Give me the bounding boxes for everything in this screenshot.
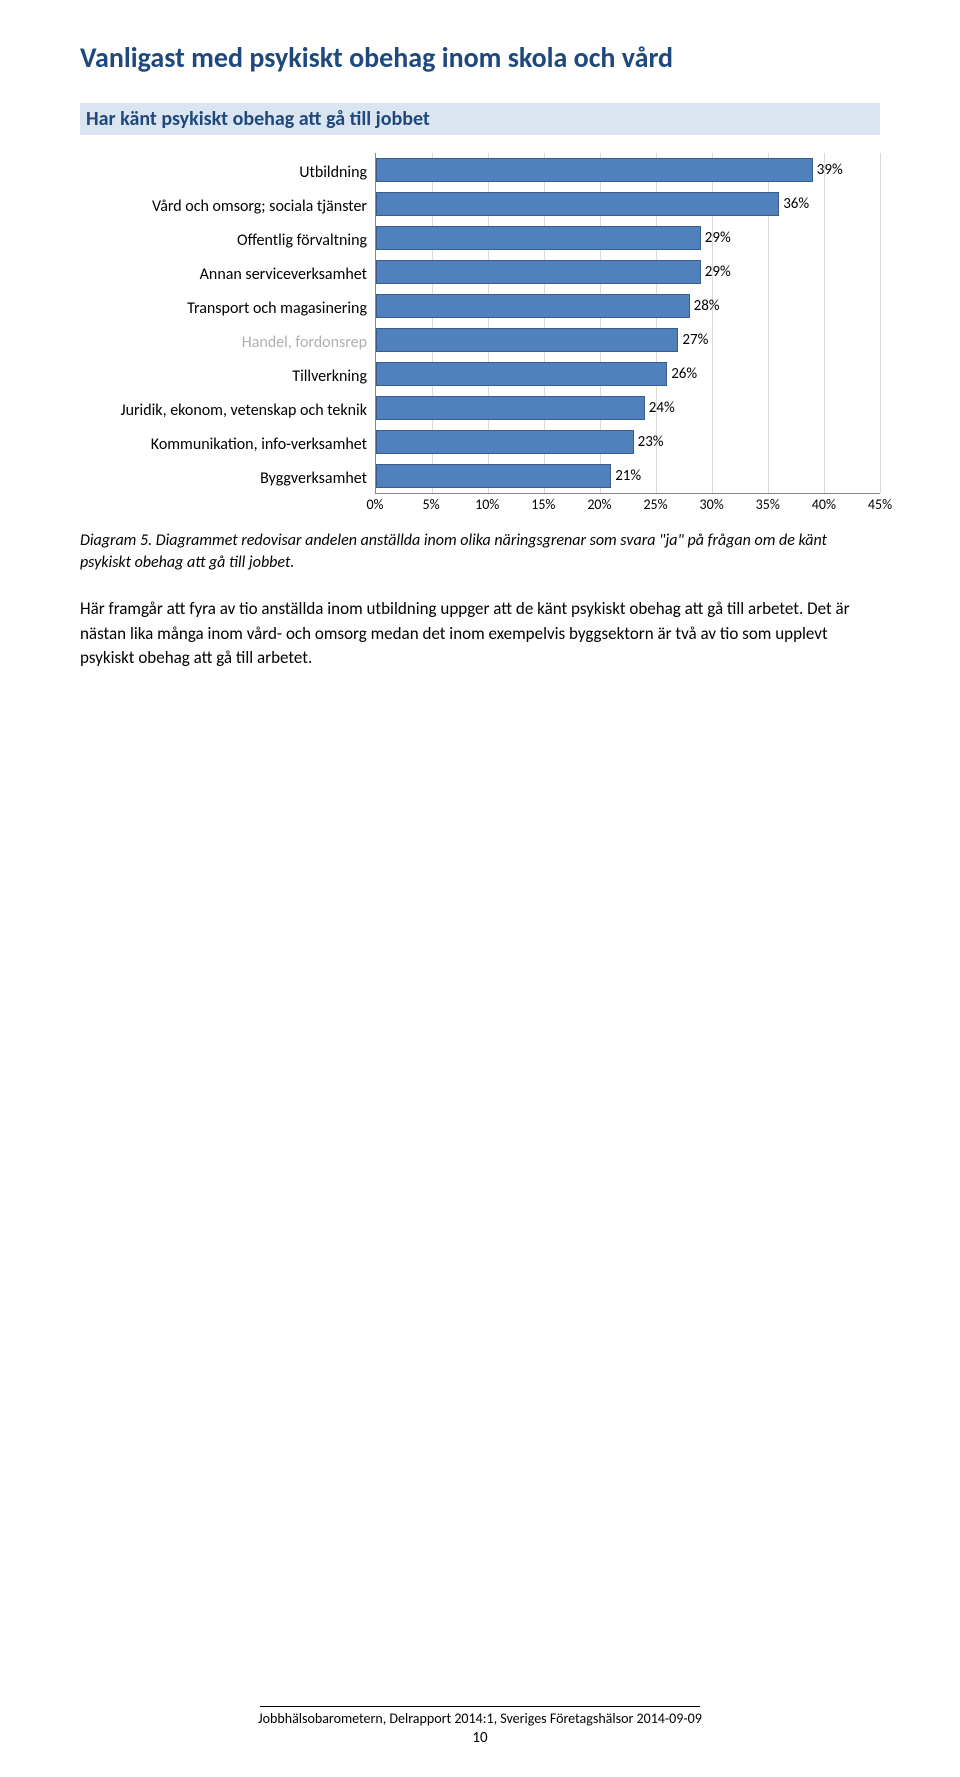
bar <box>376 192 779 216</box>
y-label: Transport och magasinering <box>80 291 375 325</box>
y-label: Vård och omsorg; sociala tjänster <box>80 189 375 223</box>
x-tick-label: 20% <box>587 496 611 513</box>
bar-row: 26% <box>376 357 880 391</box>
bar <box>376 362 667 386</box>
bar-value-label: 26% <box>667 357 697 391</box>
bar-value-label: 21% <box>611 459 641 493</box>
x-axis: 0%5%10%15%20%25%30%35%40%45% <box>375 494 880 516</box>
bar-value-label: 24% <box>645 391 675 425</box>
page-title: Vanligast med psykiskt obehag inom skola… <box>80 40 880 75</box>
bar-row: 29% <box>376 221 880 255</box>
bar-value-label: 36% <box>779 187 809 221</box>
bar-row: 29% <box>376 255 880 289</box>
x-tick-label: 25% <box>643 496 667 513</box>
bar-chart: UtbildningVård och omsorg; sociala tjäns… <box>80 153 880 516</box>
x-tick-label: 15% <box>531 496 555 513</box>
bars-container: 39%36%29%29%28%27%26%24%23%21% <box>376 153 880 493</box>
plot-area: 39%36%29%29%28%27%26%24%23%21% 0%5%10%15… <box>375 153 880 516</box>
bar-row: 21% <box>376 459 880 493</box>
y-label: Handel, fordonsrep <box>80 325 375 359</box>
x-tick-label: 35% <box>756 496 780 513</box>
page: Vanligast med psykiskt obehag inom skola… <box>0 0 960 1777</box>
grid-line <box>880 153 881 493</box>
bar-value-label: 27% <box>678 323 708 357</box>
y-label: Byggverksamhet <box>80 461 375 495</box>
x-tick-label: 10% <box>475 496 499 513</box>
bar-row: 36% <box>376 187 880 221</box>
footer-rule <box>260 1706 700 1707</box>
bar-value-label: 39% <box>813 153 843 187</box>
y-label: Annan serviceverksamhet <box>80 257 375 291</box>
x-tick-label: 0% <box>366 496 383 513</box>
y-label: Kommunikation, info-verksamhet <box>80 427 375 461</box>
chart-subtitle: Har känt psykiskt obehag att gå till job… <box>80 103 880 135</box>
body-paragraph: Här framgår att fyra av tio anställda in… <box>80 597 880 671</box>
bar <box>376 294 690 318</box>
y-label: Juridik, ekonom, vetenskap och teknik <box>80 393 375 427</box>
y-axis-labels: UtbildningVård och omsorg; sociala tjäns… <box>80 153 375 516</box>
bar <box>376 464 611 488</box>
bar <box>376 260 701 284</box>
bar <box>376 396 645 420</box>
footer-page-number: 10 <box>80 1729 880 1747</box>
y-label: Tillverkning <box>80 359 375 393</box>
y-label: Utbildning <box>80 155 375 189</box>
bar-value-label: 29% <box>701 255 731 289</box>
bar-row: 39% <box>376 153 880 187</box>
bar-value-label: 28% <box>690 289 720 323</box>
bar <box>376 226 701 250</box>
bar-row: 27% <box>376 323 880 357</box>
chart-caption: Diagram 5. Diagrammet redovisar andelen … <box>80 530 880 573</box>
bar <box>376 158 813 182</box>
bar <box>376 430 634 454</box>
bar-value-label: 23% <box>634 425 664 459</box>
bar-row: 24% <box>376 391 880 425</box>
x-tick-label: 5% <box>423 496 440 513</box>
page-footer: Jobbhälsobarometern, Delrapport 2014:1, … <box>80 1706 880 1747</box>
footer-text: Jobbhälsobarometern, Delrapport 2014:1, … <box>80 1710 880 1727</box>
x-tick-label: 30% <box>700 496 724 513</box>
y-label: Offentlig förvaltning <box>80 223 375 257</box>
x-tick-label: 45% <box>868 496 892 513</box>
bar-row: 28% <box>376 289 880 323</box>
bar-value-label: 29% <box>701 221 731 255</box>
bar-row: 23% <box>376 425 880 459</box>
x-tick-label: 40% <box>812 496 836 513</box>
bar <box>376 328 678 352</box>
